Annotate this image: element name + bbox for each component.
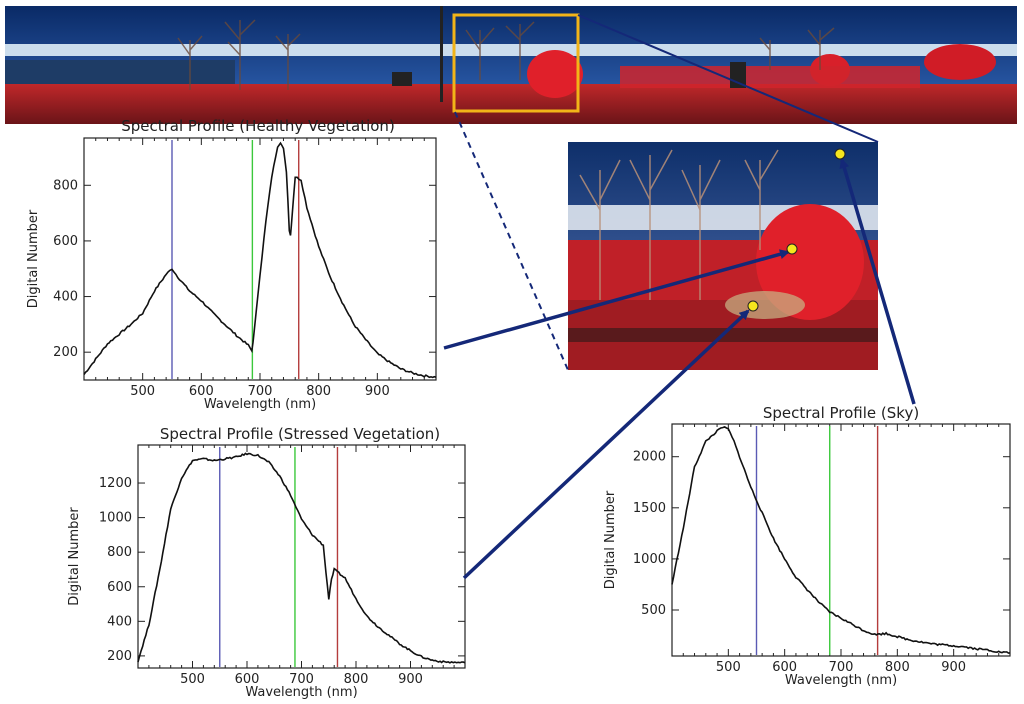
x-tick-label: 800 [885,660,910,675]
healthy-shrub [756,204,864,320]
x-tick-label: 900 [941,660,966,675]
marker-stressed-vegetation [747,300,759,312]
plot-frame [671,423,1011,657]
chart-title: Spectral Profile (Healthy Vegetation) [121,117,395,135]
y-tick-label: 500 [641,603,666,618]
y-tick-label: 200 [53,345,78,360]
x-tick-label: 600 [772,660,797,675]
lake [5,60,235,88]
spectrum-line [137,452,466,664]
chart-healthy-vegetation: Spectral Profile (Healthy Vegetation) Wav… [26,117,437,412]
y-tick-label: 400 [53,290,78,305]
x-tick-label: 500 [180,672,205,687]
x-tick-label: 500 [130,384,155,399]
x-tick-label: 600 [189,384,214,399]
x-tick-label: 600 [235,672,260,687]
arrow-healthy-vegetation [443,249,790,350]
y-tick-label: 400 [107,614,132,629]
stressed-vegetation-patch [725,291,805,319]
x-tick-label: 700 [829,660,854,675]
y-tick-label: 2000 [633,450,666,465]
y-axis-label: Digital Number [603,490,618,589]
y-tick-label: 600 [107,580,132,595]
panorama-image [5,6,1017,124]
y-tick-label: 1000 [99,511,132,526]
marker-healthy-vegetation [786,243,798,255]
y-tick-label: 1500 [633,501,666,516]
y-axis-label: Digital Number [67,507,82,606]
y-tick-label: 200 [107,649,132,664]
y-tick-label: 800 [53,178,78,193]
y-tick-label: 1000 [633,552,666,567]
zoom-connector-dashed [454,111,569,371]
y-tick-label: 800 [107,545,132,560]
y-tick-label: 1200 [99,476,132,491]
y-tick-label: 600 [53,234,78,249]
x-axis-label: Wavelength (nm) [204,397,316,412]
x-tick-label: 900 [398,672,423,687]
x-axis-label: Wavelength (nm) [245,685,357,700]
arrow-sky [839,158,916,405]
spectrum-line [671,426,1011,654]
x-tick-label: 800 [344,672,369,687]
chart-title: Spectral Profile (Sky) [763,404,919,422]
highlight-box [452,13,580,113]
plot-frame [83,137,437,381]
chart-stressed-vegetation: Spectral Profile (Stressed Vegetation) Wa… [67,425,466,700]
x-axis-label: Wavelength (nm) [785,673,897,688]
y-axis-label: Digital Number [26,209,41,308]
x-tick-label: 700 [248,384,273,399]
zoom-connector-solid [577,14,879,143]
x-tick-label: 800 [306,384,331,399]
plot-frame [137,444,466,669]
x-tick-label: 700 [289,672,314,687]
marker-sky [834,148,846,160]
spectrum-line [83,141,437,379]
arrow-stressed-vegetation [462,309,750,580]
pixel-arrows [443,158,916,580]
x-tick-label: 900 [365,384,390,399]
chart-sky: Spectral Profile (Sky) Wavelength (nm) Dig… [603,404,1011,688]
chart-title: Spectral Profile (Stressed Vegetation) [160,425,440,443]
x-tick-label: 500 [716,660,741,675]
